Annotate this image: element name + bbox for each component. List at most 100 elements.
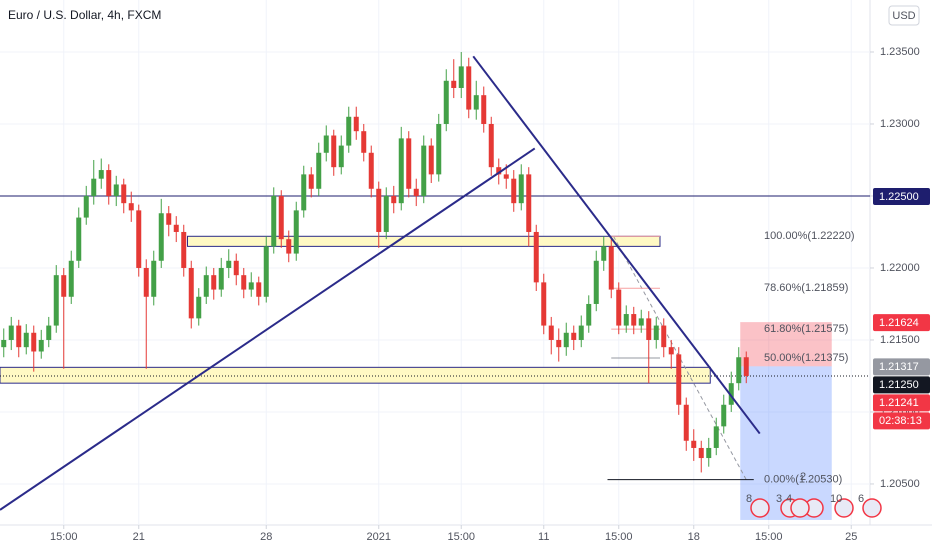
price-label-box [873,187,930,205]
candle-body [616,289,622,326]
axes: 1.205001.210001.215001.220001.225001.230… [50,46,930,543]
price-label: 1.21624 [879,317,919,329]
currency-button-label[interactable]: USD [892,10,915,22]
candle-body [166,213,172,225]
candle-body [361,131,367,153]
candle-body [31,332,37,352]
candle-body [233,260,239,276]
candle-body [728,383,734,405]
candle-body [383,195,389,232]
currency-button[interactable] [888,5,920,26]
candle-body [136,210,142,268]
x-tick-label: 15:00 [605,531,633,543]
candle-body [586,303,592,326]
candle-body [53,275,59,326]
candle-body [128,203,134,211]
candle-body [488,123,494,168]
x-tick-label: 28 [260,531,272,543]
candle-body [646,318,652,340]
candle-body [316,152,322,189]
candle-body [143,267,149,297]
event-icon [834,498,854,518]
event-icon [790,498,810,518]
candle-body [158,213,164,261]
candle-body [428,145,434,175]
candle-body [503,174,509,179]
fib-label: 78.60%(1.21859) [764,282,848,294]
candle-body [601,246,607,261]
drawings-back [0,195,870,520]
x-tick-label: 25 [845,531,857,543]
candle-body [608,246,614,290]
candle-body [368,152,374,189]
candle-body [743,357,749,376]
x-tick-label: 21 [133,531,145,543]
candle-body [308,174,314,189]
y-tick-label: 1.20500 [880,478,920,490]
event-count: 10 [830,493,842,505]
candle-body [113,184,119,196]
candle-body [218,267,224,290]
candle-body [638,318,644,326]
support-zone [187,235,661,247]
candle-body [376,188,382,232]
price-label: 1.21250 [879,379,919,391]
candle-body [16,325,22,348]
candle-body [196,296,202,319]
candle-body [421,145,427,196]
candle-body [578,325,584,340]
candle-body [181,231,187,268]
candle-body [706,447,712,459]
y-tick-label: 1.23500 [880,46,920,58]
candle-body [61,275,67,297]
x-tick-label: 11 [538,531,549,543]
candle-body [23,332,29,348]
candle-body [436,123,442,175]
countdown-box [873,412,930,430]
candle-body [151,260,157,297]
drawings-front: 100.00%(1.22220) 78.60%(1.21859) 61.80%(1.… [0,55,882,518]
candle-body [676,354,682,405]
candle-body [106,170,112,196]
price-label-box [873,394,930,412]
candle-body [98,170,104,179]
candle-body [451,80,457,88]
candle-body [241,275,247,290]
candle-body [481,95,487,124]
candle-body [691,440,697,448]
candle-body [466,66,472,110]
candle-body [338,145,344,168]
candle-body [443,80,449,124]
candle-body [413,188,419,196]
y-tick-label: 1.22000 [880,262,920,274]
candle-body [391,195,397,204]
candle-body [83,195,89,218]
candle-body [256,282,262,297]
x-tick-label: 18 [688,531,700,543]
candle-body [1,339,7,348]
price-label-box [873,314,930,332]
event-count: 3 [776,493,782,505]
candle-body [301,174,307,211]
candle-body [458,66,464,88]
price-label: 1.21317 [879,361,919,373]
event-count: 4 [786,493,792,505]
candle-body [346,116,352,146]
candle-body [293,210,299,254]
candle-body [541,282,547,326]
fib-label: 0.00%(1.20530) [764,474,842,486]
chart-title: Euro / U.S. Dollar, 4h, FXCM [8,8,161,22]
support-zone [0,366,711,384]
candle-body [526,174,532,232]
candle-body [76,217,82,261]
candle-body [721,404,727,427]
candle-body [68,260,74,297]
event-icon [862,498,882,518]
event-icon [750,498,770,518]
trendline [472,55,761,435]
candles [1,51,749,473]
price-label: 1.22500 [879,191,919,203]
candle-body [226,260,232,268]
stop-area [740,322,832,367]
candle-body [286,239,292,254]
